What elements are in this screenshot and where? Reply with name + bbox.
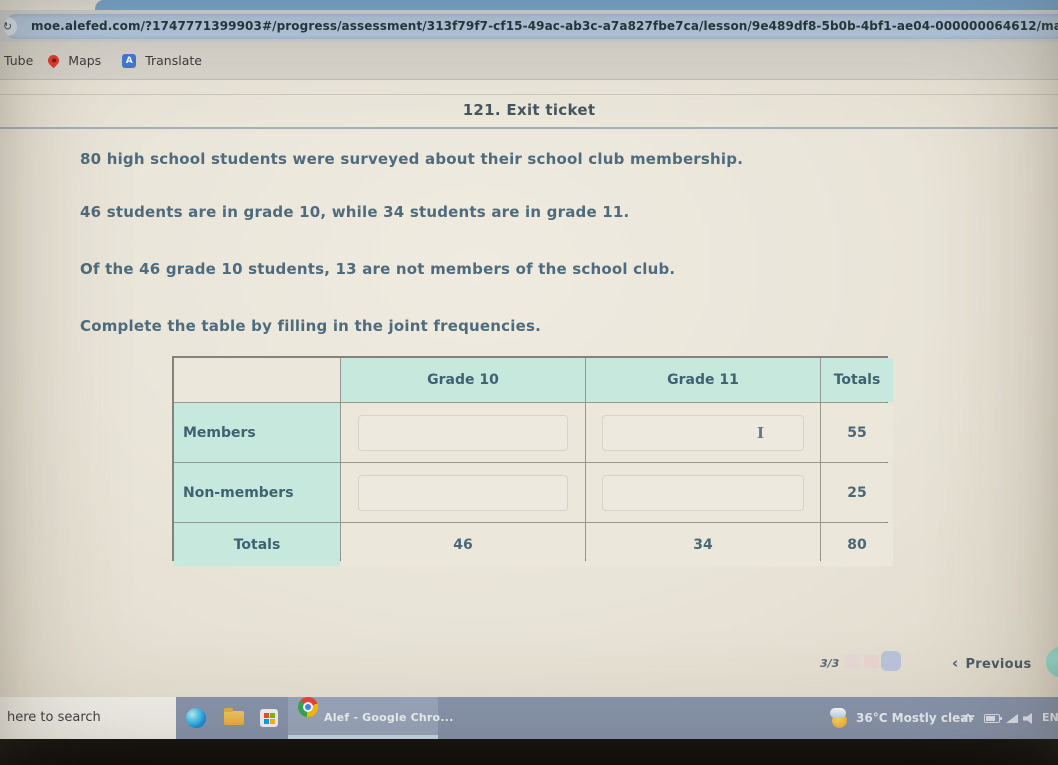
weather-label[interactable]: 36°C Mostly clear xyxy=(856,711,975,725)
browser-tab[interactable] xyxy=(95,0,1058,10)
page-indicator-2[interactable] xyxy=(864,654,879,669)
cell-grand-total: 80 xyxy=(821,523,893,566)
question-text-line2: 46 students are in grade 10, while 34 st… xyxy=(80,203,630,221)
taskbar-search-input[interactable]: here to search xyxy=(0,697,176,739)
translate-icon: A xyxy=(119,50,137,68)
browser-toolbar: ↻ moe.alefed.com/?1747771399903#/progres… xyxy=(0,10,1058,42)
battery-icon[interactable] xyxy=(984,714,1002,723)
weather-icon[interactable] xyxy=(830,707,852,729)
browser-tab-strip xyxy=(0,0,1058,10)
col-header-grade10: Grade 10 xyxy=(341,358,585,402)
row-header-totals: Totals xyxy=(174,523,340,566)
chrome-icon[interactable] xyxy=(298,697,318,717)
input-nonmembers-grade10[interactable] xyxy=(358,474,568,511)
cell-nonmembers-total: 25 xyxy=(821,463,893,522)
question-text-line3: Of the 46 grade 10 students, 13 are not … xyxy=(80,260,676,278)
chevron-left-icon: ‹ xyxy=(952,654,959,672)
address-bar[interactable]: ↻ moe.alefed.com/?1747771399903#/progres… xyxy=(4,14,1058,39)
cell-totals-grade11: 34 xyxy=(586,523,820,566)
assessment-page: 121. Exit ticket 80 high school students… xyxy=(0,80,1058,697)
cell-nonmembers-grade11 xyxy=(586,463,820,522)
header-divider-top xyxy=(0,94,1058,95)
col-header-grade11: Grade 11 xyxy=(586,358,820,402)
question-text-line1: 80 high school students were surveyed ab… xyxy=(80,150,744,168)
col-header-totals: Totals xyxy=(821,358,893,402)
page-indicator-1[interactable] xyxy=(845,654,860,669)
page-title: 121. Exit ticket xyxy=(462,101,596,119)
network-icon[interactable] xyxy=(1006,714,1018,723)
bookmarks-bar: Tube Maps A Translate xyxy=(0,42,1058,80)
input-nonmembers-grade11[interactable] xyxy=(602,474,804,511)
volume-icon[interactable] xyxy=(1023,713,1032,724)
bookmark-youtube[interactable]: Tube xyxy=(4,53,34,68)
page-indicator-3-active[interactable] xyxy=(881,651,901,671)
row-header-members: Members xyxy=(174,403,340,462)
maps-pin-icon xyxy=(46,52,62,69)
monitor-bezel xyxy=(0,739,1058,765)
frequency-table: Grade 10 Grade 11 Totals Members I 55 No… xyxy=(172,356,893,566)
reload-icon[interactable]: ↻ xyxy=(4,17,17,36)
microsoft-store-icon[interactable] xyxy=(260,709,278,727)
cell-members-grade11: I xyxy=(586,403,820,462)
url-text[interactable]: moe.alefed.com/?1747771399903#/progress/… xyxy=(31,19,1058,33)
language-indicator[interactable]: EN xyxy=(1042,711,1058,724)
input-members-grade11[interactable] xyxy=(602,414,804,451)
previous-button-label: Previous xyxy=(965,657,1032,672)
bookmark-maps[interactable]: Maps xyxy=(68,53,102,68)
question-instruction: Complete the table by filling in the joi… xyxy=(80,317,541,335)
cell-members-grade10 xyxy=(341,403,585,462)
windows-taskbar: here to search Alef - Google Chro... 36°… xyxy=(0,697,1058,739)
previous-button[interactable]: ‹ Previous xyxy=(952,654,1032,672)
cell-totals-grade10: 46 xyxy=(341,523,585,566)
text-cursor-icon: I xyxy=(756,423,764,442)
chrome-task-label[interactable]: Alef - Google Chro... xyxy=(324,711,454,724)
header-divider-bottom xyxy=(0,127,1058,129)
next-button[interactable] xyxy=(1046,647,1058,677)
cell-nonmembers-grade10 xyxy=(341,463,585,522)
bookmark-translate[interactable]: Translate xyxy=(145,53,202,68)
edge-icon[interactable] xyxy=(186,708,206,728)
page-position-label: 3/3 xyxy=(820,657,840,670)
row-header-nonmembers: Non-members xyxy=(174,463,340,522)
file-explorer-icon[interactable] xyxy=(224,708,244,725)
table-corner-cell xyxy=(174,358,340,402)
input-members-grade10[interactable] xyxy=(358,414,568,451)
cell-members-total: 55 xyxy=(821,403,893,462)
